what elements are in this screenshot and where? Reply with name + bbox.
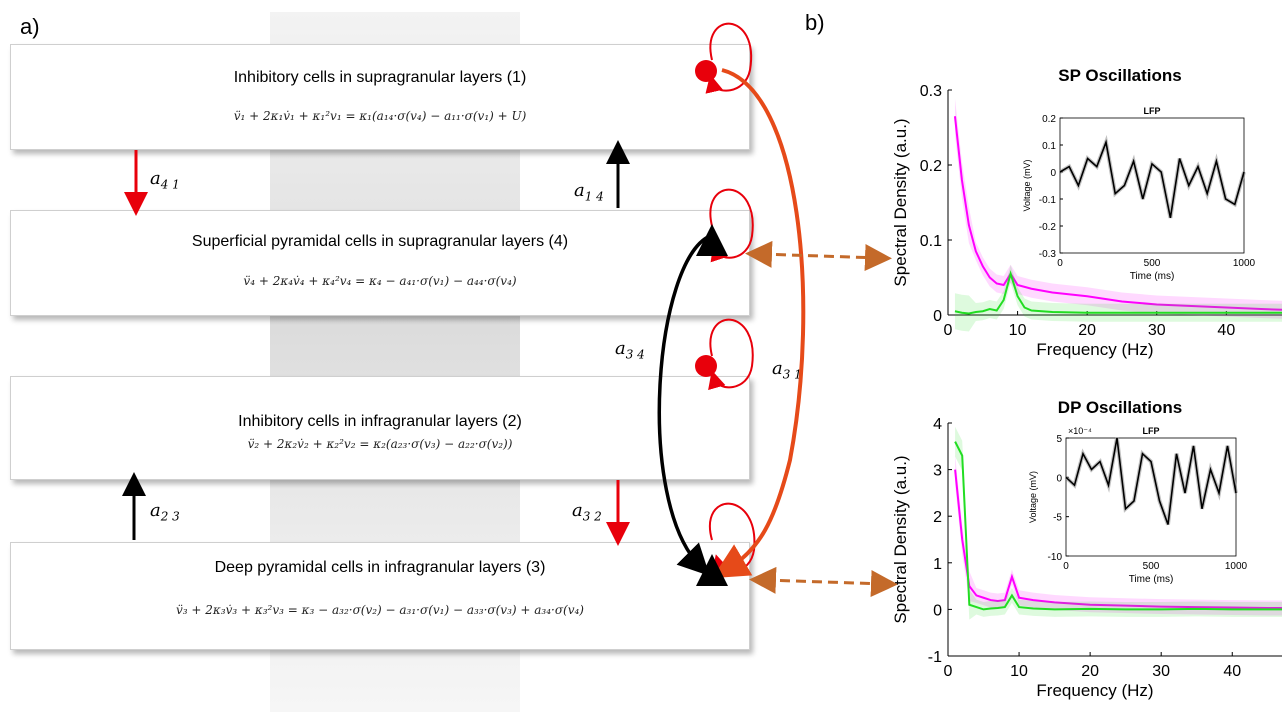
box-equation: v̈₁ + 2κ₁v̇₁ + κ₁²v₁ = κ₁(a₁₄·σ(v₄) − a₁… bbox=[233, 109, 527, 123]
inset-y-axis-label: Voltage (mV) bbox=[1028, 471, 1038, 523]
inset-frame bbox=[1065, 437, 1237, 557]
arrow-a31 bbox=[712, 68, 806, 579]
inset-title: LFP bbox=[1144, 106, 1161, 116]
x-tick-label: 0 bbox=[944, 663, 953, 680]
box-title: Inhibitory cells in infragranular layers… bbox=[238, 413, 522, 430]
y-tick-label: 0.2 bbox=[920, 158, 942, 175]
inset-x-tick-label: 500 bbox=[1144, 258, 1161, 269]
inset-x-tick-label: 500 bbox=[1143, 561, 1160, 572]
y-axis-label: Spectral Density (a.u.) bbox=[891, 118, 910, 286]
layer-arrows bbox=[122, 140, 630, 546]
probe-arrow-sp bbox=[745, 240, 892, 271]
layer-box-inhibitory-supra: Inhibitory cells in supragranular layers… bbox=[10, 44, 750, 150]
inset-y-tick-label: 5 bbox=[1056, 434, 1062, 445]
pyramidal-cell-3 bbox=[696, 554, 728, 586]
probe-arrow-dp bbox=[749, 566, 898, 598]
y-tick-label: 0 bbox=[933, 308, 942, 325]
inset-y-tick-label: -5 bbox=[1053, 513, 1062, 524]
x-tick-label: 30 bbox=[1148, 322, 1166, 339]
x-axis-label: Frequency (Hz) bbox=[1036, 681, 1153, 700]
label-a41: a4 1 bbox=[150, 168, 180, 192]
label-a14: a1 4 bbox=[574, 180, 604, 204]
sp-chart-title: SP Oscillations bbox=[1058, 66, 1182, 85]
box-title: Deep pyramidal cells in infragranular la… bbox=[214, 559, 546, 576]
pyramidal-cell-4 bbox=[696, 224, 728, 256]
x-tick-label: 20 bbox=[1081, 663, 1099, 680]
inset-lfp-line bbox=[1059, 139, 1245, 219]
series-line-magenta bbox=[953, 116, 1282, 311]
layer-box-deep-pyramidal: Deep pyramidal cells in infragranular la… bbox=[10, 542, 750, 650]
x-tick-label: 30 bbox=[1152, 663, 1170, 680]
inset-x-tick-label: 1000 bbox=[1233, 258, 1256, 269]
label-a34: a3 4 bbox=[615, 338, 645, 362]
inset-lfp-line bbox=[1065, 437, 1237, 525]
self-loop-4 bbox=[709, 188, 754, 263]
panel-b-label: b) bbox=[805, 10, 825, 35]
series-line-magenta bbox=[954, 469, 1282, 610]
dp-chart-title: DP Oscillations bbox=[1057, 398, 1183, 417]
y-tick-label: 0.1 bbox=[920, 233, 942, 250]
x-tick-label: 20 bbox=[1078, 322, 1096, 339]
box-equation: v̈₄ + 2κ₄v̇₄ + κ₄²v₄ = κ₄ − a₄₁·σ(v₁) − … bbox=[243, 274, 517, 288]
x-tick-label: 10 bbox=[1009, 322, 1027, 339]
x-tick-label: 10 bbox=[1010, 663, 1028, 680]
inset-x-tick-label: 0 bbox=[1063, 561, 1069, 572]
y-tick-label: 0 bbox=[933, 602, 942, 619]
x-axis-label: Frequency (Hz) bbox=[1036, 340, 1153, 359]
self-loop-3 bbox=[709, 502, 756, 575]
x-tick-label: 40 bbox=[1223, 663, 1241, 680]
inset-frame bbox=[1059, 117, 1245, 254]
series-line-green bbox=[954, 270, 1282, 315]
self-loop-2 bbox=[708, 318, 754, 391]
inset-y-axis-label: Voltage (mV) bbox=[1022, 159, 1032, 211]
arrow-a34 bbox=[657, 234, 711, 576]
inset-y-tick-label: 0 bbox=[1050, 168, 1056, 179]
inset-y-tick-label: -0.2 bbox=[1039, 222, 1057, 233]
layer-box-superficial-pyramidal: Superficial pyramidal cells in supragran… bbox=[10, 210, 750, 316]
inset-y-tick-label: 0.2 bbox=[1042, 114, 1056, 125]
y-axis-label: Spectral Density (a.u.) bbox=[891, 455, 910, 623]
y-tick-label: 3 bbox=[933, 463, 942, 480]
y-tick-label: 0.3 bbox=[920, 83, 942, 100]
inset-y-tick-label: -0.3 bbox=[1039, 249, 1057, 260]
inset-y-tick-label: -0.1 bbox=[1039, 195, 1057, 206]
box-equation: v̈₃ + 2κ₃v̇₃ + κ₃²v₃ = κ₃ − a₃₂·σ(v₂) − … bbox=[176, 603, 584, 617]
inset-x-tick-label: 0 bbox=[1057, 258, 1063, 269]
inset-x-axis-label: Time (ms) bbox=[1129, 574, 1174, 585]
inset-multiplier: ×10⁻⁴ bbox=[1068, 426, 1092, 436]
layer-box-inhibitory-infra: Inhibitory cells in infragranular layers… bbox=[10, 376, 750, 480]
x-tick-label: 40 bbox=[1217, 322, 1235, 339]
box-title: Inhibitory cells in supragranular layers… bbox=[233, 69, 527, 86]
panel-a-label: a) bbox=[20, 14, 40, 39]
y-tick-label: 2 bbox=[933, 509, 942, 526]
inset-title: LFP bbox=[1143, 426, 1160, 436]
y-tick-label: 1 bbox=[933, 556, 942, 573]
inset-y-tick-label: -10 bbox=[1048, 552, 1063, 563]
self-loop-1 bbox=[705, 22, 753, 94]
label-a31: a3 1 bbox=[772, 358, 802, 382]
box-title: Superficial pyramidal cells in supragran… bbox=[191, 233, 569, 250]
inset-x-axis-label: Time (ms) bbox=[1130, 271, 1175, 282]
series-line-green bbox=[954, 441, 1282, 611]
x-tick-label: 0 bbox=[944, 322, 953, 339]
neural-mass-diagram bbox=[657, 22, 898, 598]
series-band-green bbox=[954, 264, 1282, 332]
y-tick-label: -1 bbox=[928, 649, 942, 666]
box-equation: v̈₂ + 2κ₂v̇₂ + κ₂²v₂ = κ₂(a₂₃·σ(v₃) − a₂… bbox=[247, 437, 513, 451]
inset-x-tick-label: 1000 bbox=[1225, 561, 1248, 572]
y-tick-label: 4 bbox=[933, 416, 942, 433]
label-a23: a2 3 bbox=[150, 500, 180, 524]
label-a32: a3 2 bbox=[572, 500, 602, 524]
inset-y-tick-label: 0.1 bbox=[1042, 141, 1056, 152]
inhibitory-cell-1 bbox=[695, 60, 717, 82]
inset-y-tick-label: 0 bbox=[1056, 473, 1062, 484]
inhibitory-cell-2 bbox=[695, 355, 717, 377]
